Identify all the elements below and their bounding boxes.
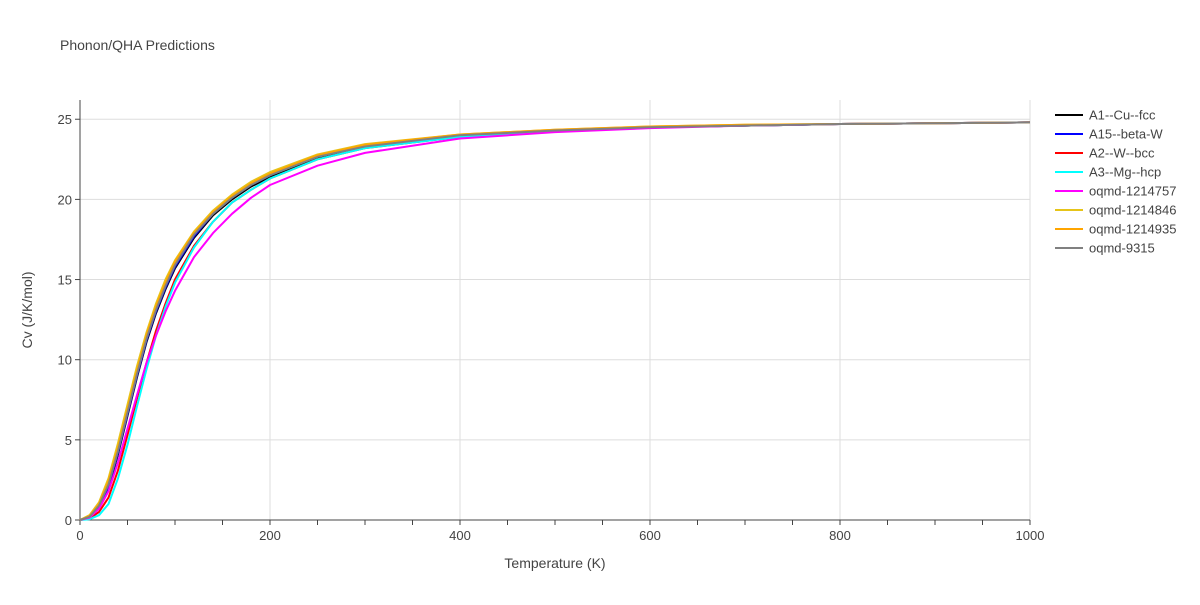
y-tick-label: 15 xyxy=(58,273,72,288)
y-tick-label: 0 xyxy=(65,513,72,528)
chart-title: Phonon/QHA Predictions xyxy=(60,37,215,53)
y-tick-label: 10 xyxy=(58,353,72,368)
series-line-a3-mg-hcp[interactable] xyxy=(79,121,1031,521)
legend[interactable]: A1--Cu--fcc A15--beta-W A2--W--bcc A3--Mg--… xyxy=(1055,108,1176,256)
legend-label: oqmd-1214757 xyxy=(1089,184,1176,199)
legend-item[interactable]: oqmd-1214757 xyxy=(1055,184,1176,199)
legend-item[interactable]: A1--Cu--fcc xyxy=(1055,108,1156,123)
y-tick-label: 20 xyxy=(58,192,72,207)
legend-label: A1--Cu--fcc xyxy=(1089,108,1156,123)
axes: 0 5 10 15 20 25 0 200 400 600 800 1000 xyxy=(58,100,1045,543)
x-tick-label: 1000 xyxy=(1016,528,1045,543)
x-axis-title: Temperature (K) xyxy=(504,555,605,571)
legend-item[interactable]: A2--W--bcc xyxy=(1055,146,1155,161)
x-tick-label: 400 xyxy=(449,528,471,543)
series-line-a2-w-bcc[interactable] xyxy=(79,121,1031,521)
legend-label: oqmd-1214846 xyxy=(1089,203,1176,218)
legend-label: A2--W--bcc xyxy=(1089,146,1155,161)
series-line-oqmd-1214846[interactable] xyxy=(79,121,1031,521)
legend-label: A3--Mg--hcp xyxy=(1089,165,1161,180)
legend-item[interactable]: oqmd-1214935 xyxy=(1055,222,1176,237)
legend-item[interactable]: oqmd-9315 xyxy=(1055,241,1155,256)
series-line-oqmd-1214757[interactable] xyxy=(79,121,1031,521)
legend-label: A15--beta-W xyxy=(1089,127,1163,142)
series-line-a15-beta-w[interactable] xyxy=(79,121,1031,521)
legend-item[interactable]: A3--Mg--hcp xyxy=(1055,165,1161,180)
y-tick-label: 5 xyxy=(65,433,72,448)
x-tick-label: 0 xyxy=(76,528,83,543)
legend-label: oqmd-1214935 xyxy=(1089,222,1176,237)
legend-item[interactable]: oqmd-1214846 xyxy=(1055,203,1176,218)
series-lines[interactable] xyxy=(79,121,1031,521)
legend-item[interactable]: A15--beta-W xyxy=(1055,127,1163,142)
y-axis-title: Cv (J/K/mol) xyxy=(19,272,35,349)
series-line-oqmd-1214935[interactable] xyxy=(79,121,1031,521)
y-tick-label: 25 xyxy=(58,112,72,127)
x-tick-label: 200 xyxy=(259,528,281,543)
series-line-a1-cu-fcc[interactable] xyxy=(79,121,1031,521)
series-line-oqmd-9315[interactable] xyxy=(79,121,1031,521)
x-tick-label: 600 xyxy=(639,528,661,543)
x-tick-label: 800 xyxy=(829,528,851,543)
legend-label: oqmd-9315 xyxy=(1089,241,1155,256)
grid xyxy=(80,100,1031,520)
